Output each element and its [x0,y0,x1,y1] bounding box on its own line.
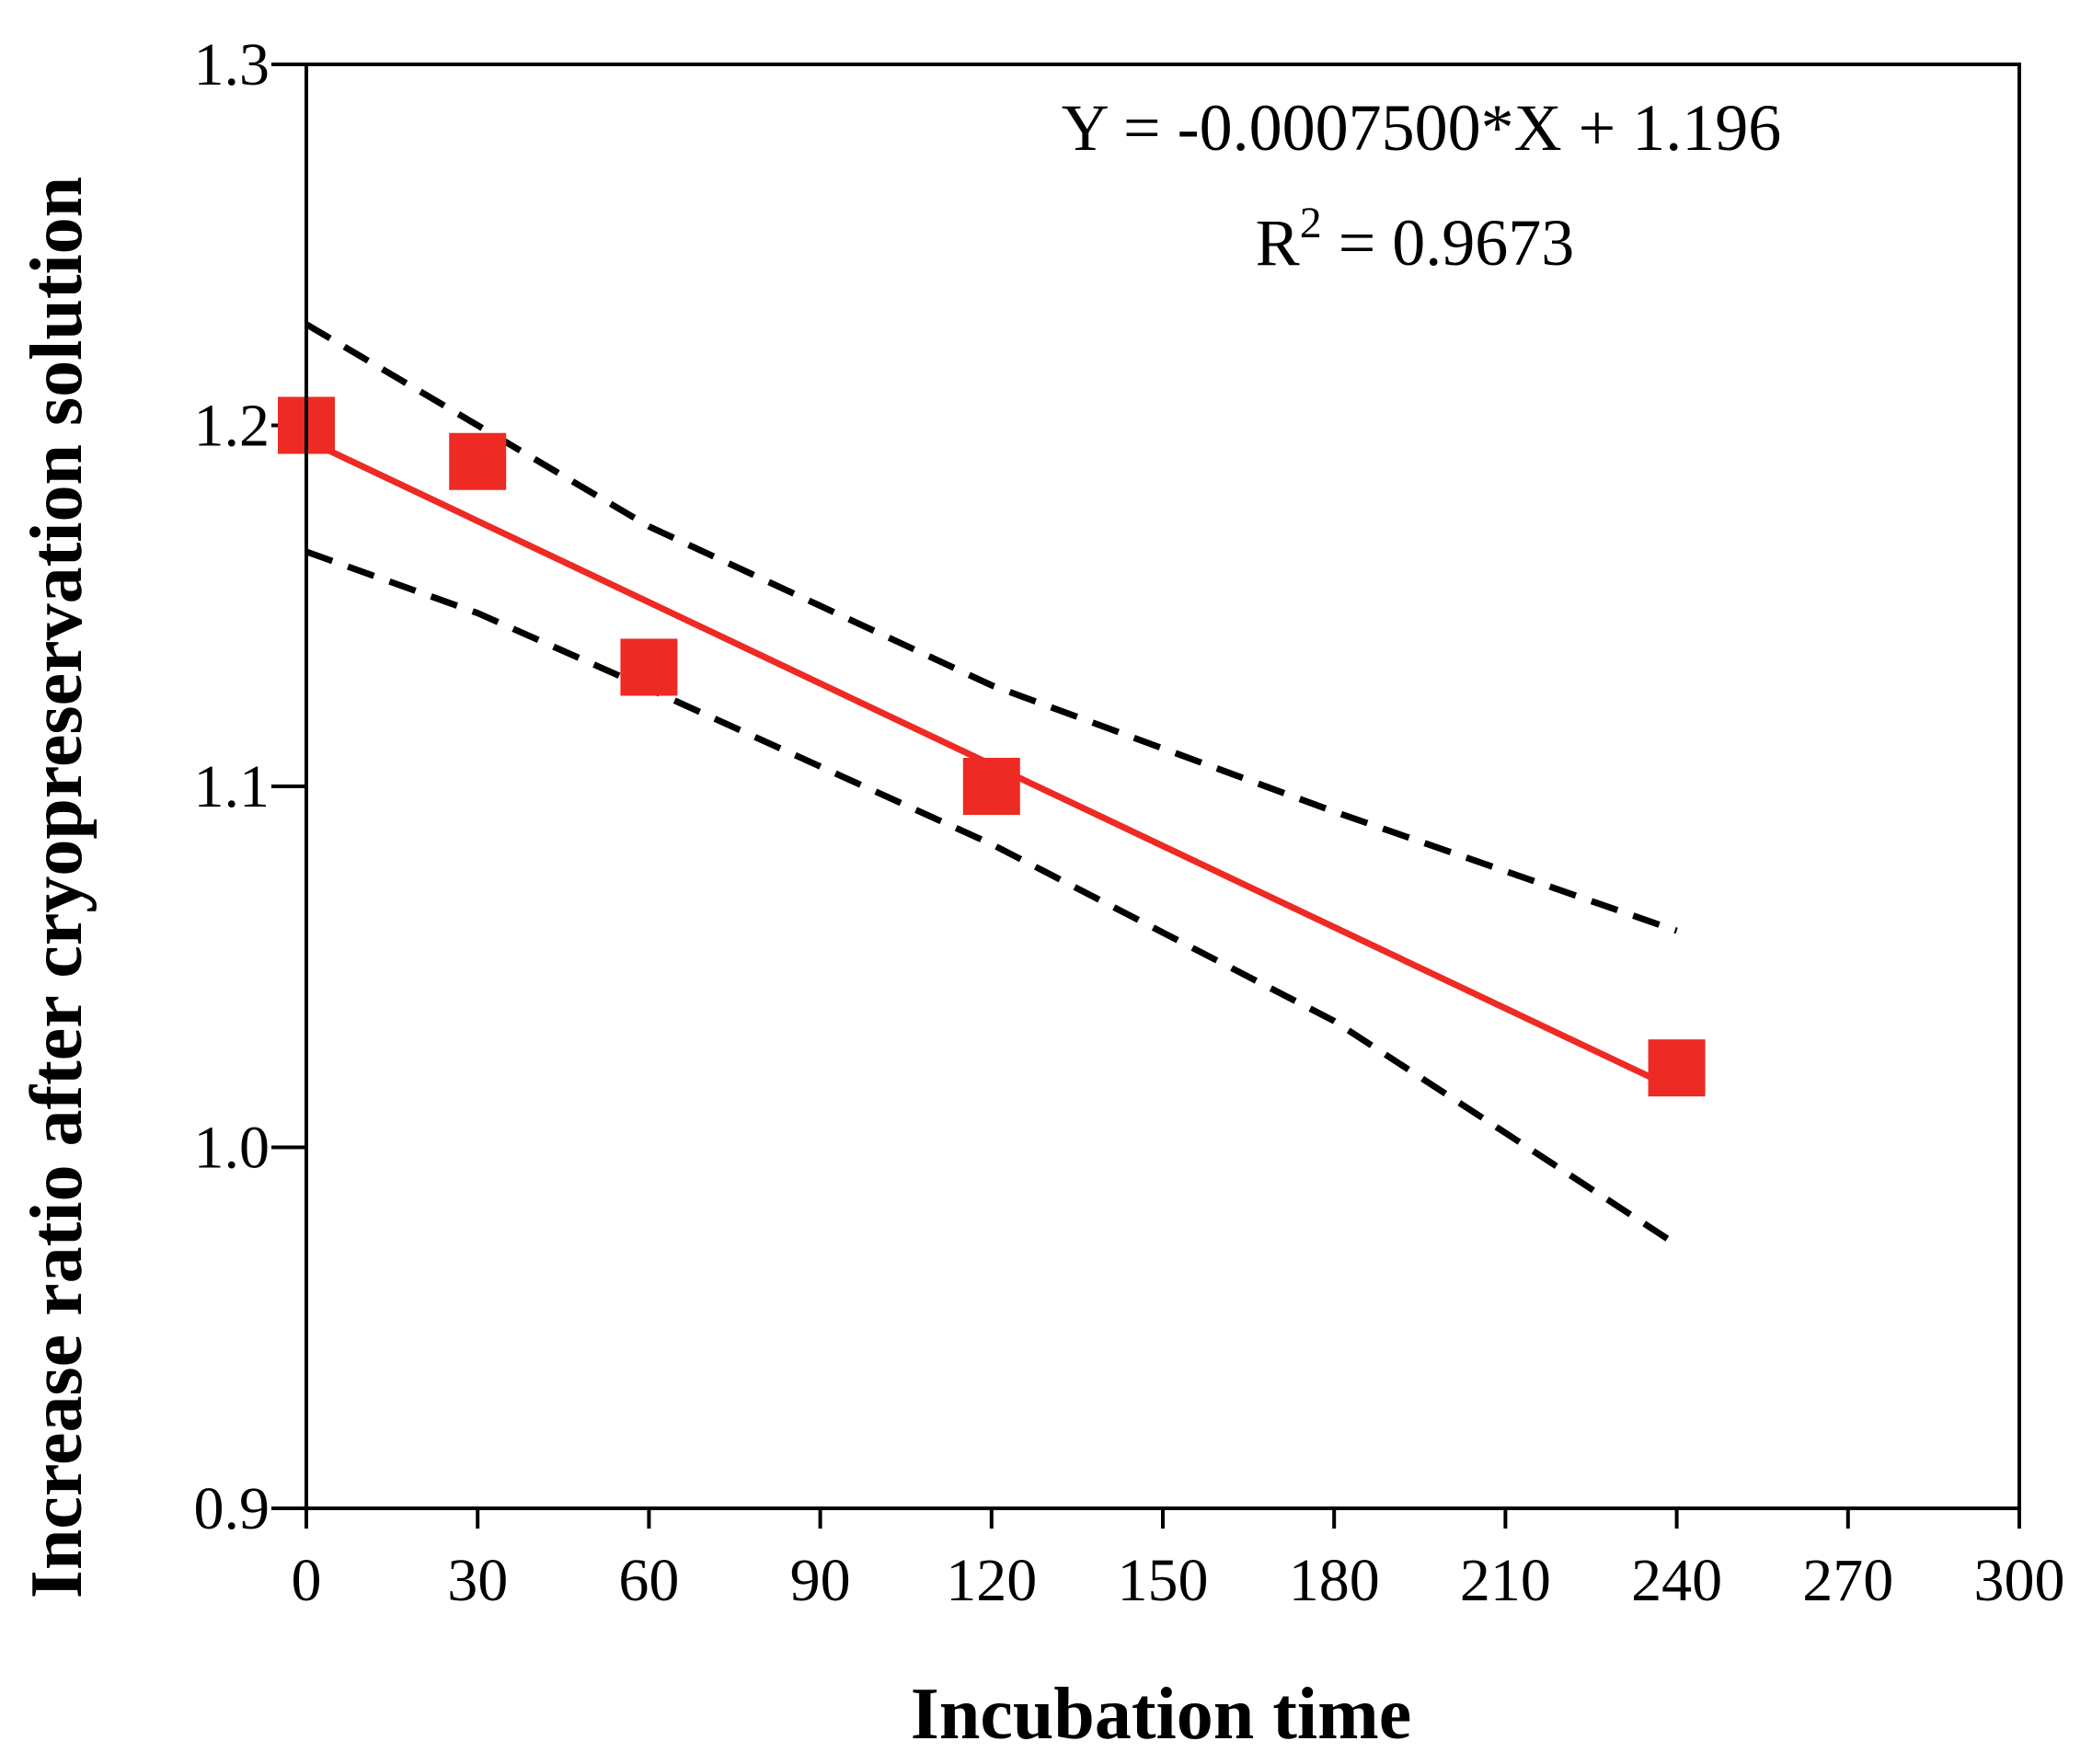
x-tick-label: 150 [1118,1547,1209,1614]
data-point [620,638,678,696]
confidence-band-lower [305,548,1679,1248]
y-tick-label: 1.1 [194,753,270,820]
plot-border [305,63,2021,1510]
x-tick-label: 180 [1289,1547,1380,1614]
x-tick-label: 270 [1802,1547,1893,1614]
y-tick-label: 1.2 [194,393,270,460]
plot-frame [305,63,2021,1510]
r-squared-value: = 0.9673 [1322,206,1575,280]
y-axis-title: Increase ratio after cryopreservation so… [17,177,98,1598]
x-tick-label: 30 [447,1547,508,1614]
r-squared-letter: R [1256,206,1300,280]
r-squared-superscript: 2 [1300,199,1322,247]
x-tick-label: 0 [292,1547,322,1614]
x-tick-label: 300 [1974,1547,2065,1614]
y-axis-ticks: 0.9 1.0 1.1 1.2 1.3 [194,31,306,1542]
y-tick-label: 1.0 [194,1115,270,1182]
x-tick-label: 240 [1631,1547,1722,1614]
regression-equation: Y = -0.0007500*X + 1.196 [1062,91,1782,165]
x-tick-label: 210 [1460,1547,1551,1614]
x-tick-label: 120 [946,1547,1037,1614]
y-tick-label: 1.3 [194,31,270,98]
x-axis-title: Incubation time [911,1674,1412,1755]
x-tick-label: 60 [618,1547,679,1614]
r-squared-annotation: R2 = 0.9673 [1256,199,1575,280]
data-point [962,758,1020,815]
data-point [449,432,507,490]
x-tick-label: 90 [790,1547,851,1614]
confidence-band-upper [305,321,1678,934]
confidence-bands [305,321,1679,1248]
data-points [278,396,1706,1097]
x-axis-ticks: 0 30 60 90 120 150 180 210 240 270 300 [292,1508,2065,1614]
data-point [1648,1039,1706,1097]
y-tick-label: 0.9 [194,1475,270,1542]
